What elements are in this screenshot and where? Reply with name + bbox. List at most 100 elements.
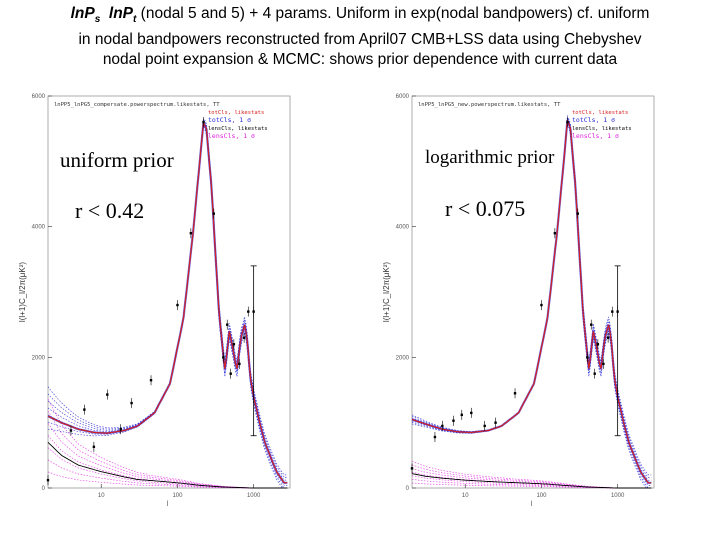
data-point (576, 212, 580, 215)
tot-sigma-curve (411, 117, 652, 481)
tot-best-fit-halo (411, 119, 652, 484)
data-point (149, 379, 153, 382)
legend-entry: totCls, 1 σ (208, 116, 251, 124)
right-prior-label: logarithmic prior (425, 147, 555, 168)
tot-sigma-curve (411, 114, 652, 476)
chart-header: lnPP5_lnPG5_new.powerspectrum.likestats,… (418, 102, 561, 108)
data-point (586, 356, 589, 359)
right-power-spectrum-chart: 0 2000 4000 6000 10 100 1000 l(l+1)C_l/2π(μK²) l… (372, 88, 662, 508)
left-prior-label: uniform prior (60, 148, 174, 172)
tot-sigma-curve (47, 120, 288, 481)
left-r-bound: r < 0.42 (75, 198, 145, 223)
y-tick-label: 6000 (32, 94, 46, 100)
x-tick-label: 1000 (611, 493, 625, 499)
tot-sigma-curve (47, 119, 288, 478)
lens-sigma-curve (411, 478, 652, 489)
x-tick-label: 100 (536, 493, 547, 499)
chart-header: lnPP5_lnPG5_compersate.powerspectrum.lik… (54, 102, 220, 108)
y-tick-label: 0 (42, 486, 46, 492)
y-tick-label: 0 (406, 486, 410, 492)
data-point (513, 392, 517, 395)
plot-frame (411, 95, 655, 489)
data-point (596, 343, 600, 346)
data-point (602, 362, 605, 366)
tot-sigma-curve (47, 124, 288, 489)
plot-frame (47, 95, 291, 489)
data-point (238, 362, 241, 366)
data-point (69, 429, 73, 432)
y-tick-label: 2000 (32, 355, 46, 361)
title-line-3: nodal point expansion & MCMC: shows prio… (102, 51, 618, 69)
y-axis-label: l(l+1)C_l/2π(μK²) (18, 262, 27, 322)
tot-sigma-curve (411, 123, 652, 489)
data-point (119, 428, 122, 431)
y-axis-label: l(l+1)C_l/2π(μK²) (382, 262, 391, 322)
tot-sigma-curve (411, 116, 652, 478)
tot-best-fit-halo (47, 120, 288, 484)
data-point (189, 232, 193, 235)
y-tick-label: 4000 (396, 225, 410, 231)
data-point (566, 120, 569, 124)
data-point (441, 424, 444, 428)
lens-sigma-curve (47, 410, 288, 489)
lens-sigma-curve (47, 471, 288, 489)
lens-sigma-curve (47, 423, 288, 489)
tot-sigma-curve (411, 119, 652, 484)
tot-best-fit-curve (411, 119, 652, 484)
data-point (606, 336, 610, 339)
lens-sigma-curve (411, 468, 652, 489)
y-tick-label: 2000 (396, 355, 410, 361)
lens-sigma-curve (47, 435, 288, 489)
data-point (229, 372, 232, 375)
slide-title: lnPs lnPt (nodal 5 and 5) + 4 params. Un… (0, 4, 720, 70)
data-point (226, 323, 229, 326)
data-point (590, 323, 593, 326)
tot-sigma-curve (47, 126, 288, 489)
data-point (212, 212, 216, 215)
lens-sigma-curve (411, 482, 652, 489)
data-point (470, 411, 473, 415)
data-point (242, 336, 246, 339)
data-point (452, 419, 455, 422)
data-point (553, 232, 557, 235)
legend-entry: lensCls, likestats (208, 126, 268, 132)
data-point (247, 310, 250, 313)
left-power-spectrum-chart: 0 2000 4000 6000 10 100 1000 l(l+1)C_l/2π(μK²) l… (8, 88, 298, 508)
data-point (202, 120, 205, 124)
lens-sigma-curve (47, 459, 288, 489)
x-tick-label: 100 (172, 493, 183, 499)
data-point (433, 435, 437, 439)
title-line-1: lnPs lnPt (nodal 5 and 5) + 4 params. Un… (70, 5, 650, 26)
data-point (130, 401, 133, 405)
lens-sigma-curve (411, 475, 652, 489)
data-point (176, 303, 179, 307)
legend-entry: totCls, likestats (208, 110, 264, 116)
data-point (460, 413, 463, 417)
title-line-2: in nodal bandpowers reconstructed from A… (78, 31, 642, 49)
tot-sigma-curve (411, 122, 652, 489)
legend-entry: totCls, likestats (572, 110, 628, 116)
lens-best-fit-curve (47, 441, 288, 489)
data-point (106, 393, 109, 396)
data-point (46, 478, 50, 482)
y-tick-label: 4000 (32, 225, 46, 231)
data-point (410, 467, 414, 470)
x-tick-label: 10 (98, 493, 105, 499)
data-point (83, 408, 86, 411)
lens-sigma-curve (47, 398, 288, 489)
x-tick-label: 10 (462, 493, 469, 499)
x-axis-label: l (167, 501, 169, 508)
data-point (222, 356, 225, 359)
data-point (232, 343, 236, 346)
lens-best-fit-curve (411, 473, 652, 489)
data-point (494, 421, 497, 424)
tot-sigma-curve (47, 122, 288, 484)
data-point (92, 445, 96, 449)
data-point (540, 303, 543, 307)
right-r-bound: r < 0.075 (445, 196, 526, 221)
tot-best-fit-curve (47, 121, 288, 484)
data-point (593, 372, 596, 375)
legend-entry: lensCls, 1 σ (208, 132, 255, 140)
x-axis-label: l (531, 501, 533, 508)
